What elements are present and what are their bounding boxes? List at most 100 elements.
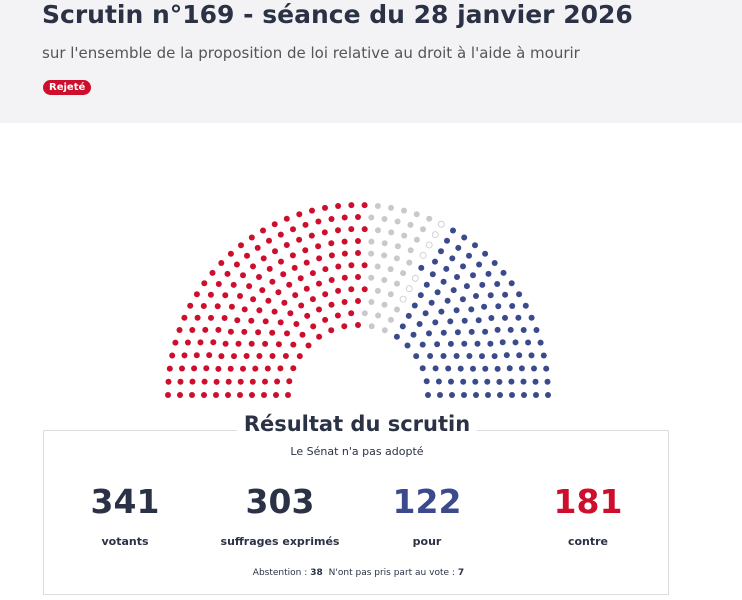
stat-label: suffrages exprimés [220, 535, 340, 548]
seat [361, 262, 368, 269]
seat [315, 243, 322, 250]
footnote-value: 38 [310, 568, 323, 578]
seat [194, 314, 201, 321]
seat [214, 303, 221, 310]
seat [238, 242, 244, 249]
seat [533, 327, 540, 333]
seat [381, 240, 388, 247]
seat [457, 365, 464, 372]
seat [284, 330, 290, 337]
seat [237, 392, 243, 398]
result-heading: Résultat du scrutin [237, 412, 477, 436]
seat [410, 331, 417, 338]
seat [206, 352, 213, 359]
seat [454, 274, 460, 280]
seat [302, 247, 309, 254]
seat [181, 314, 188, 321]
seat [420, 226, 426, 233]
seat [494, 365, 501, 372]
seat [240, 272, 246, 279]
seat [262, 340, 269, 347]
seat [453, 353, 460, 359]
seat [544, 378, 551, 385]
stat-value: 341 [90, 482, 160, 521]
header: Scrutin n°169 - séance du 28 janvier 202… [0, 0, 742, 123]
seat [508, 378, 515, 385]
seat [184, 339, 191, 346]
seat [470, 272, 476, 279]
seat [508, 280, 515, 287]
seat [488, 315, 495, 321]
seat [417, 292, 424, 299]
seat [423, 281, 430, 288]
seat [528, 314, 535, 321]
seat [368, 274, 375, 281]
seat [387, 266, 394, 273]
seat [368, 238, 375, 245]
seat [328, 252, 335, 259]
seat [500, 269, 507, 276]
seat [375, 227, 381, 234]
seat [225, 378, 232, 385]
seat [427, 353, 434, 359]
seat [407, 247, 414, 254]
seat [244, 252, 250, 259]
seat [335, 203, 342, 209]
seat [341, 238, 348, 245]
title: Scrutin n°169 - séance du 28 janvier 202… [42, 0, 633, 29]
seat [516, 352, 523, 359]
seat [272, 248, 278, 255]
seat [543, 365, 550, 372]
seat [437, 392, 443, 398]
seat [502, 291, 509, 298]
seat [328, 277, 335, 283]
seat [459, 296, 466, 303]
seat [283, 242, 290, 248]
seat [291, 264, 298, 271]
seat [200, 303, 207, 309]
seat [256, 353, 263, 359]
seat [316, 306, 322, 313]
seat [237, 293, 243, 299]
seat [355, 238, 361, 244]
status-badge: Rejeté [43, 80, 92, 95]
seat [461, 317, 468, 324]
seat [473, 293, 479, 299]
seat [355, 322, 361, 328]
seat [222, 292, 229, 299]
footnote-label: Abstention : [252, 568, 308, 578]
seat [231, 353, 237, 360]
seat [309, 270, 316, 277]
seat [262, 378, 268, 385]
seat [481, 303, 488, 310]
seat [381, 327, 388, 334]
seat [468, 328, 475, 335]
seat [405, 285, 413, 293]
seat [355, 274, 361, 280]
seat [503, 352, 510, 359]
seat [361, 286, 368, 293]
seat [472, 242, 478, 249]
seat [419, 252, 427, 259]
seat [494, 281, 501, 287]
seat [227, 328, 234, 335]
seat [166, 365, 173, 372]
seat [310, 323, 317, 330]
seat [292, 292, 299, 299]
seat [189, 378, 196, 385]
seat [328, 327, 335, 334]
seat [463, 283, 470, 290]
seat [215, 365, 222, 372]
seat [322, 266, 329, 273]
seat [261, 392, 267, 398]
seat [407, 221, 414, 228]
seat [269, 278, 276, 285]
seat [399, 295, 407, 303]
seat [438, 308, 445, 315]
seat [201, 280, 208, 287]
seat [399, 323, 406, 330]
seat [528, 352, 535, 359]
seat [484, 378, 491, 385]
seat [201, 378, 208, 385]
seat [466, 353, 473, 359]
